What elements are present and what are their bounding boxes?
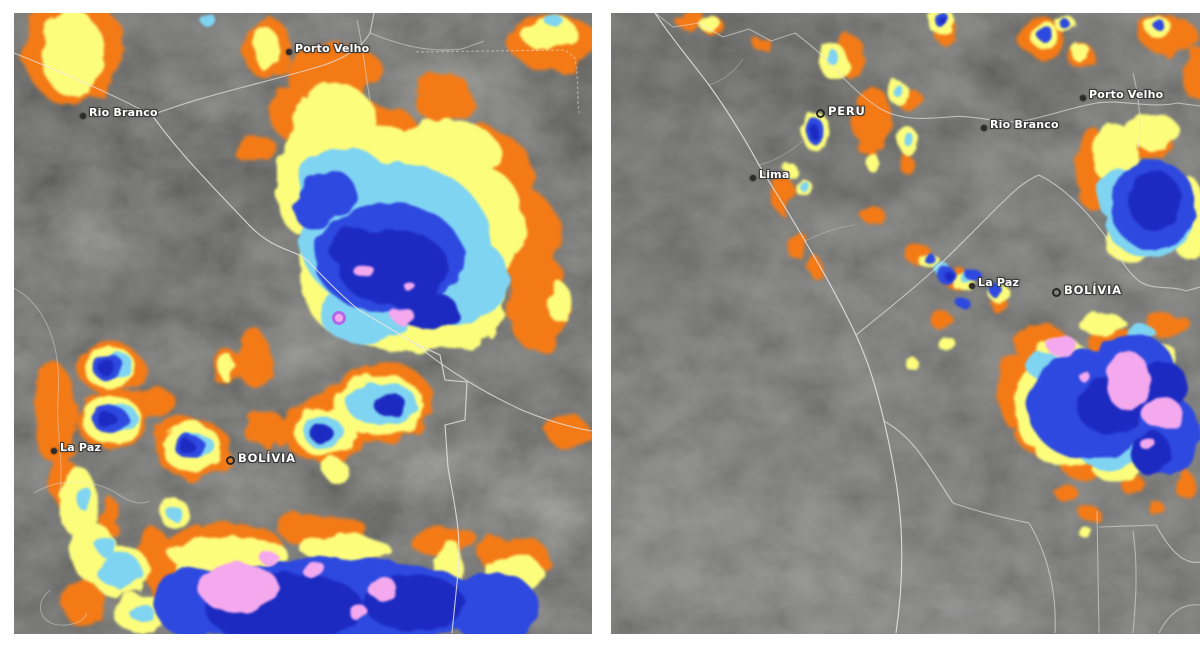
ir-violet-cell (332, 311, 346, 325)
border-lines (14, 13, 592, 634)
border-lines (654, 13, 1200, 634)
satellite-cloud-art-right (611, 13, 1200, 634)
ir-pink-layer (1047, 335, 1182, 449)
satellite-panel-right: PERU Porto Velho Rio Branco Lima La Paz BOLÍV… (611, 13, 1200, 634)
satellite-panel-left: Porto Velho Rio Branco La Paz BOLÍVIA (14, 13, 592, 634)
satellite-cloud-art-left (14, 13, 592, 634)
ir-pink-layer (199, 263, 415, 620)
ir-deep-blue-layer (810, 16, 1187, 475)
